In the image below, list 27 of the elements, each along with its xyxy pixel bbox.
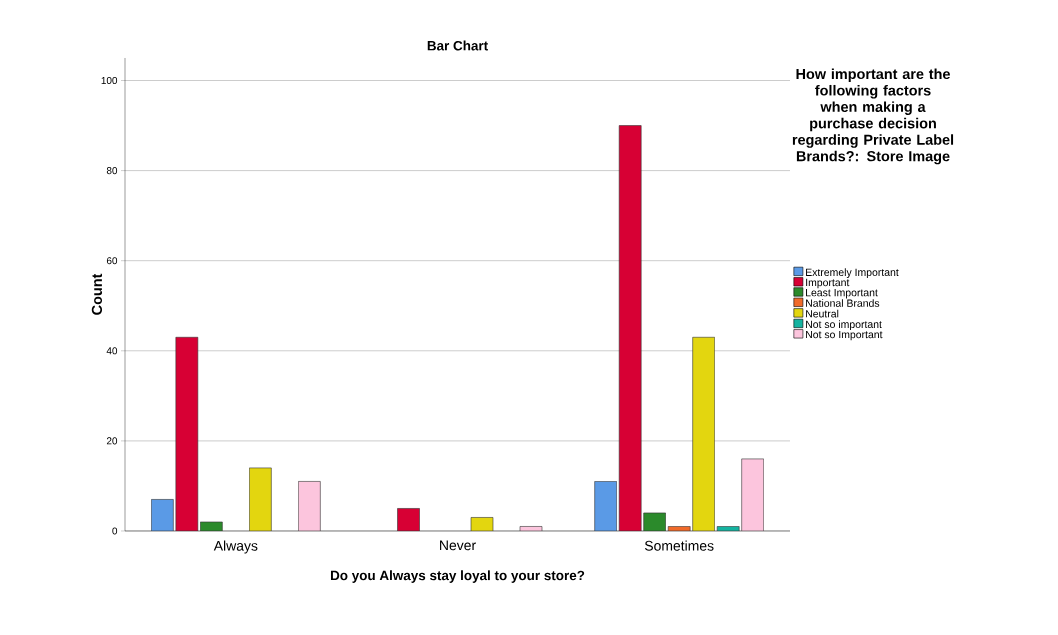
bar bbox=[249, 467, 272, 531]
bar bbox=[594, 481, 617, 531]
y-tick-label: 100 bbox=[101, 76, 118, 85]
x-tick-label: Sometimes bbox=[644, 540, 714, 551]
legend-label: Important bbox=[806, 278, 850, 289]
y-tick-label: 0 bbox=[112, 527, 118, 535]
y-tick-label: 60 bbox=[106, 257, 118, 265]
bar bbox=[692, 336, 715, 531]
chart-title: Bar Chart bbox=[427, 40, 488, 51]
x-tick-label: Never bbox=[440, 540, 476, 551]
x-tick-label: Always bbox=[213, 540, 258, 554]
bar bbox=[200, 521, 223, 531]
legend-title: How important are the following factors when making a purchase decision regarding Private Label Brands?: Store Image bbox=[792, 68, 954, 165]
legend-label: Not so Important bbox=[806, 330, 883, 341]
legend-label: Extremely Important bbox=[806, 268, 899, 279]
y-tick-label: 40 bbox=[106, 347, 118, 355]
y-axis-title: Count bbox=[91, 273, 103, 315]
legend-label: Least Important bbox=[806, 289, 878, 299]
bar bbox=[519, 526, 543, 531]
bar bbox=[298, 481, 321, 531]
legend-label: National Brands bbox=[806, 299, 880, 307]
legend-label: Not so important bbox=[806, 320, 882, 331]
bar bbox=[397, 508, 420, 531]
x-axis-title: Do you Always stay loyal to your store? bbox=[330, 570, 585, 583]
y-tick-label: 80 bbox=[106, 167, 118, 175]
legend-label: Neutral bbox=[806, 309, 839, 318]
y-tick-label: 20 bbox=[106, 437, 118, 445]
